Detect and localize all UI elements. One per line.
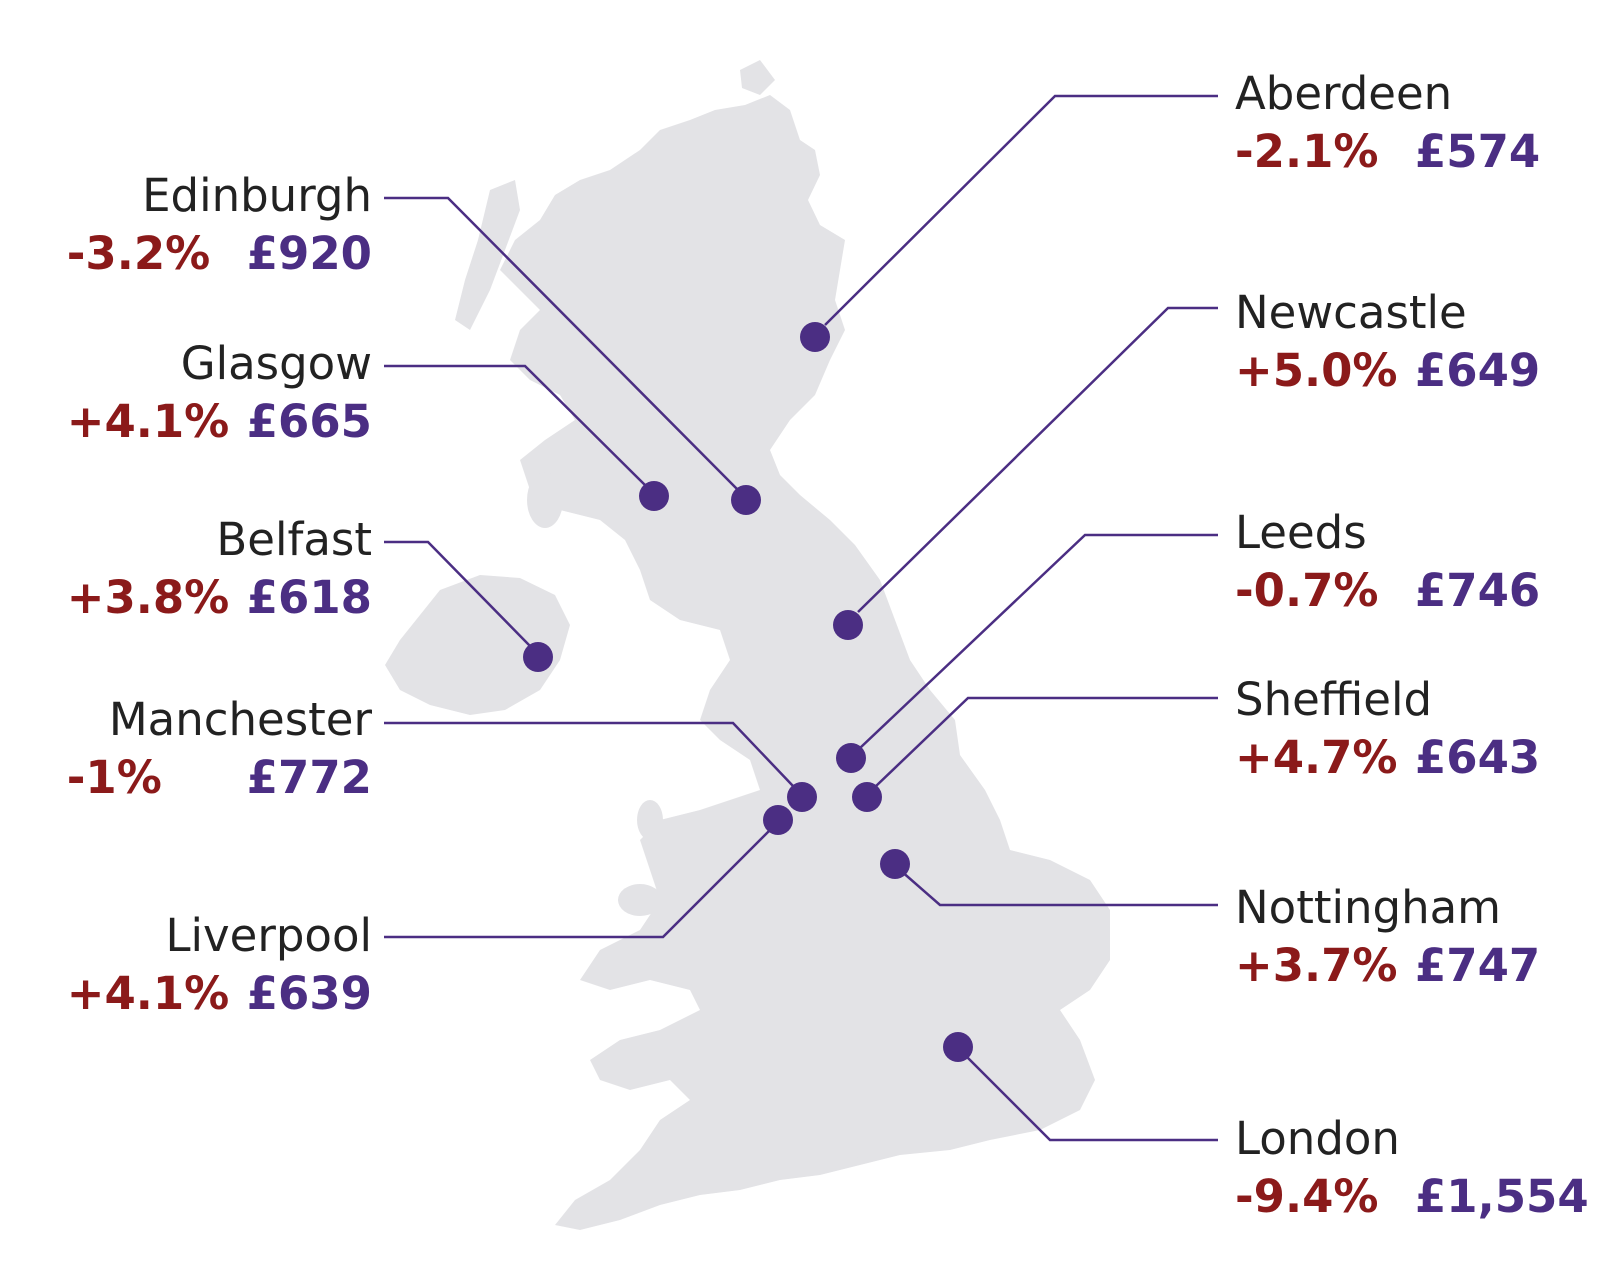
rent-price: £574 bbox=[1415, 125, 1541, 178]
rent-change: +5.0% bbox=[1235, 344, 1398, 397]
rent-price: £747 bbox=[1415, 939, 1541, 992]
rent-change: -3.2% bbox=[66, 227, 211, 280]
connector-nottingham bbox=[899, 869, 1218, 907]
city-name: Nottingham bbox=[1235, 881, 1502, 934]
label-london: London -9.4% £1,554 bbox=[1235, 1111, 1616, 1227]
dot-sheffield bbox=[852, 782, 882, 812]
city-name: Liverpool bbox=[165, 909, 372, 962]
city-name: London bbox=[1235, 1112, 1400, 1165]
rent-change: -1% bbox=[66, 751, 162, 804]
northern-ireland-shape bbox=[385, 575, 570, 715]
label-liverpool: Liverpool +4.1% £639 bbox=[0, 908, 372, 1024]
city-name: Glasgow bbox=[180, 337, 372, 390]
rent-price: £643 bbox=[1415, 731, 1541, 784]
city-name: Belfast bbox=[216, 513, 372, 566]
dot-aberdeen bbox=[800, 322, 830, 352]
rent-price: £665 bbox=[246, 395, 372, 448]
connector-leeds bbox=[859, 533, 1218, 749]
dot-liverpool bbox=[763, 805, 793, 835]
great-britain-shape bbox=[500, 95, 1110, 1230]
rent-change: +4.1% bbox=[66, 395, 230, 448]
dot-leeds bbox=[836, 743, 866, 773]
dot-london bbox=[943, 1032, 973, 1062]
connector-belfast bbox=[384, 540, 531, 647]
anglesey-shape bbox=[618, 884, 662, 916]
rent-change: +3.8% bbox=[66, 571, 230, 624]
islay-shape bbox=[527, 472, 563, 528]
dot-newcastle bbox=[833, 610, 863, 640]
city-dots bbox=[523, 322, 973, 1062]
label-glasgow: Glasgow +4.1% £665 bbox=[0, 336, 372, 452]
label-manchester: Manchester -1% £772 bbox=[0, 692, 372, 808]
city-name: Newcastle bbox=[1235, 286, 1467, 339]
label-sheffield: Sheffield +4.7% £643 bbox=[1235, 672, 1616, 788]
isle-of-wight-shape bbox=[850, 1140, 890, 1160]
rent-change: -9.4% bbox=[1235, 1170, 1379, 1223]
rent-change: -0.7% bbox=[1235, 564, 1379, 617]
rent-change: -2.1% bbox=[1235, 125, 1379, 178]
city-name: Edinburgh bbox=[142, 169, 372, 222]
rent-change: +4.7% bbox=[1235, 731, 1398, 784]
dot-edinburgh bbox=[731, 485, 761, 515]
connector-newcastle bbox=[857, 306, 1218, 613]
connector-sheffield bbox=[874, 696, 1218, 788]
connector-edinburgh bbox=[384, 196, 739, 491]
city-name: Leeds bbox=[1235, 506, 1367, 559]
dot-manchester bbox=[787, 782, 817, 812]
dot-belfast bbox=[523, 642, 553, 672]
label-aberdeen: Aberdeen -2.1% £574 bbox=[1235, 66, 1616, 182]
orkney-shape bbox=[740, 60, 775, 95]
rent-price: £618 bbox=[246, 571, 372, 624]
rent-price: £639 bbox=[246, 967, 372, 1020]
rent-price: £746 bbox=[1415, 564, 1541, 617]
label-nottingham: Nottingham +3.7% £747 bbox=[1235, 880, 1616, 996]
isle-of-man-shape bbox=[637, 800, 663, 840]
connector-aberdeen bbox=[824, 94, 1218, 326]
rent-change: +3.7% bbox=[1235, 939, 1398, 992]
connector-lines bbox=[384, 94, 1218, 1142]
rent-price: £920 bbox=[246, 227, 372, 280]
dot-nottingham bbox=[880, 849, 910, 879]
dot-glasgow bbox=[639, 481, 669, 511]
uk-landmass bbox=[385, 60, 1110, 1230]
rent-change: +4.1% bbox=[66, 967, 230, 1020]
city-name: Sheffield bbox=[1235, 673, 1433, 726]
label-belfast: Belfast +3.8% £618 bbox=[0, 512, 372, 628]
city-name: Aberdeen bbox=[1235, 67, 1453, 120]
connector-london bbox=[963, 1053, 1218, 1142]
label-newcastle: Newcastle +5.0% £649 bbox=[1235, 285, 1616, 401]
connector-glasgow bbox=[384, 364, 647, 487]
label-edinburgh: Edinburgh -3.2% £920 bbox=[0, 168, 372, 284]
label-leeds: Leeds -0.7% £746 bbox=[1235, 505, 1616, 621]
rent-price: £772 bbox=[246, 751, 372, 804]
connector-manchester bbox=[384, 721, 794, 787]
rent-price: £1,554 bbox=[1415, 1170, 1589, 1223]
rent-price: £649 bbox=[1415, 344, 1541, 397]
outer-hebrides-shape bbox=[455, 180, 520, 330]
city-name: Manchester bbox=[108, 693, 372, 746]
connector-liverpool bbox=[384, 829, 771, 939]
